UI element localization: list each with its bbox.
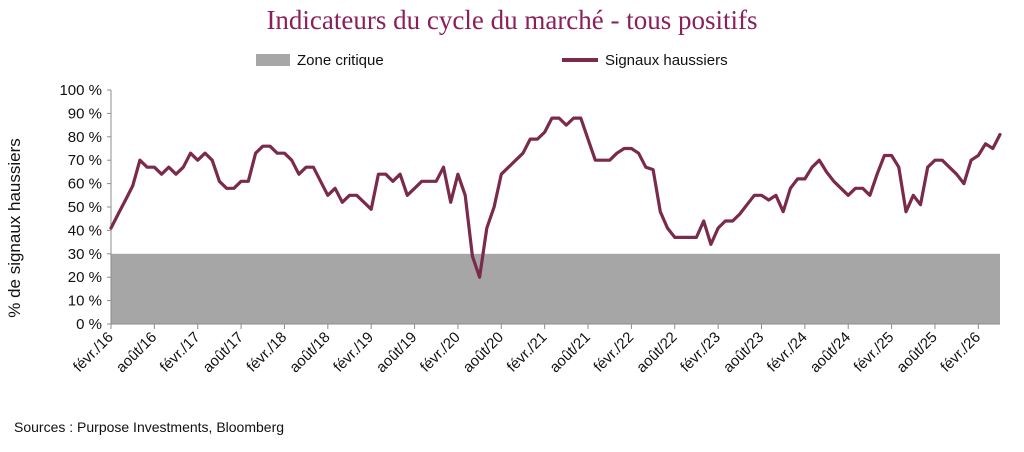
x-tick-label: août/20 [460,329,507,376]
x-tick-label: févr./22 [590,329,637,376]
series-line-bullish-signals [109,116,1002,279]
critical-zone-band [111,253,1000,324]
x-tick-label: août/16 [113,329,160,376]
legend-label-bullish-signals: Signaux haussiers [605,52,728,69]
x-tick-label: août/24 [807,329,854,376]
x-tick-label: févr./17 [157,329,204,376]
chart-title: Indicateurs du cycle du marché - tous po… [266,5,757,35]
y-axis-title: % de signaux haussiers [5,138,24,318]
x-tick-label: févr./16 [70,329,117,376]
legend-label-critical-zone: Zone critique [297,52,384,69]
x-tick-label: févr./26 [937,329,984,376]
x-tick-label: févr./24 [764,329,811,376]
x-tick-label: août/23 [720,329,767,376]
x-tick-label: août/18 [286,329,333,376]
x-tick-label: août/19 [373,329,420,376]
y-tick-label: 70 % [68,152,102,169]
y-tick-label: 90 % [68,105,102,122]
y-tick-label: 40 % [68,222,102,239]
y-tick-label: 80 % [68,129,102,146]
y-tick-label: 10 % [68,293,102,310]
x-tick-label: août/21 [546,329,593,376]
legend: Zone critique Signaux haussiers [256,52,728,69]
x-tick-label: août/22 [633,329,680,376]
y-tick-label: 30 % [68,246,102,263]
x-tick-label: févr./23 [677,329,724,376]
x-tick-label: févr./21 [504,329,551,376]
x-tick-label: août/17 [200,329,247,376]
source-note: Sources : Purpose Investments, Bloomberg [14,419,284,435]
x-tick-label: août/25 [893,329,940,376]
y-tick-label: 100 % [59,82,102,99]
x-tick-label: févr./25 [851,329,898,376]
y-tick-label: 20 % [68,269,102,286]
x-tick-label: févr./18 [243,329,290,376]
y-tick-label: 60 % [68,176,102,193]
y-tick-label: 0 % [76,316,102,333]
legend-swatch-critical-zone [256,54,290,66]
x-tick-label: févr./20 [417,329,464,376]
y-tick-label: 50 % [68,199,102,216]
x-tick-label: févr./19 [330,329,377,376]
